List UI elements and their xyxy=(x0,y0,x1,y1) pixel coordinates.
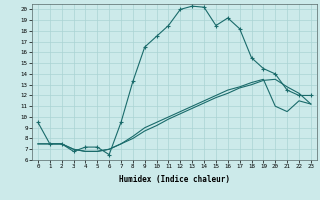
X-axis label: Humidex (Indice chaleur): Humidex (Indice chaleur) xyxy=(119,175,230,184)
